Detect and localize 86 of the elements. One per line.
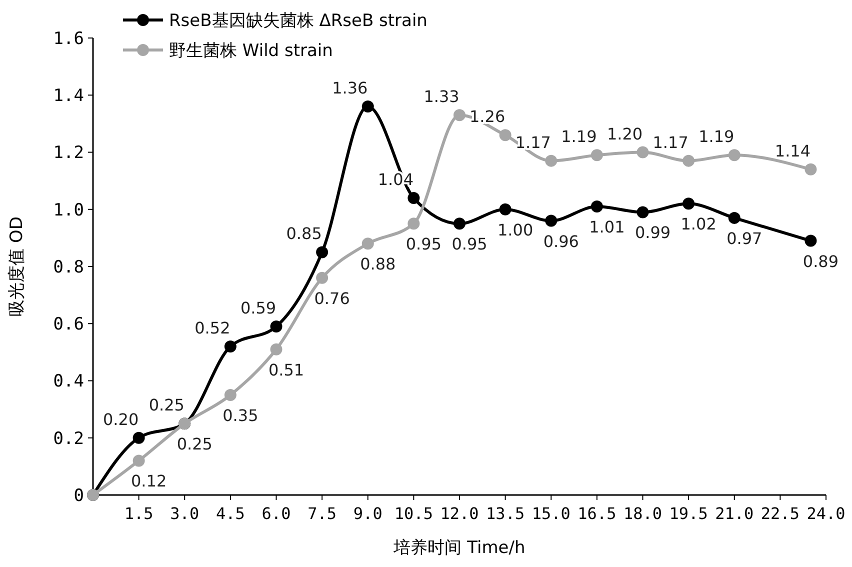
y-tick-label: 0.8 [53, 257, 84, 278]
point [454, 218, 466, 230]
point [804, 163, 817, 176]
point [270, 320, 282, 332]
data-label: 1.36 [332, 78, 368, 98]
data-label: 0.88 [360, 254, 396, 274]
x-tick-label: 15.0 [532, 504, 570, 523]
data-label: 0.85 [286, 224, 322, 244]
y-tick-label: 0.6 [53, 314, 84, 335]
data-label: 0.96 [543, 232, 579, 251]
point [728, 149, 740, 162]
point [728, 212, 740, 224]
x-tick-label: 6.0 [262, 504, 291, 523]
point [224, 340, 236, 352]
data-label: 0.35 [222, 406, 258, 426]
point [682, 154, 695, 167]
point [132, 454, 145, 467]
data-label: 1.33 [424, 87, 460, 106]
data-label: 1.17 [515, 132, 551, 152]
x-tick-label: 16.5 [578, 504, 616, 523]
data-label: 1.20 [606, 124, 643, 144]
data-label: 0.25 [148, 396, 184, 415]
point [454, 109, 466, 122]
x-tick-label: 10.5 [394, 504, 433, 523]
data-label: 0.20 [103, 410, 139, 429]
point [316, 272, 328, 284]
data-label: 0.95 [406, 234, 442, 254]
data-label: 0.59 [240, 298, 276, 318]
data-label: 0.89 [802, 252, 839, 271]
point [132, 432, 145, 444]
point [499, 129, 512, 142]
point [545, 154, 558, 167]
data-label: 1.02 [680, 214, 716, 234]
point [408, 192, 420, 204]
point [316, 246, 328, 258]
x-tick-label: 18.0 [623, 504, 662, 523]
point [499, 203, 512, 216]
x-tick-label: 13.5 [486, 504, 525, 523]
data-label: 0.25 [176, 434, 212, 454]
y-tick-label: 0.4 [53, 372, 84, 392]
point [362, 238, 374, 250]
point [804, 234, 817, 247]
x-axis-title: 培养时间 Time/h [392, 538, 526, 558]
data-label: 0.95 [452, 234, 488, 254]
point [408, 218, 420, 230]
data-label: 0.51 [268, 360, 304, 380]
point [270, 343, 282, 356]
data-label: 0.76 [314, 288, 350, 308]
x-tick-label: 22.5 [760, 504, 800, 523]
x-tick-label: 12.0 [440, 504, 479, 523]
x-tick-label: 1.5 [124, 504, 154, 523]
point [545, 214, 558, 227]
point [362, 100, 374, 113]
y-tick-label: 1.4 [53, 86, 84, 106]
data-label: 0.12 [131, 472, 167, 491]
data-label: 1.19 [561, 127, 597, 146]
point [636, 206, 649, 218]
x-tick-label: 4.5 [216, 504, 245, 523]
x-tick-label: 9.0 [353, 504, 382, 523]
y-tick-label: 0 [74, 486, 84, 506]
data-label: 0.97 [726, 228, 762, 248]
data-label: 0.99 [634, 223, 671, 242]
y-tick-label: 0.2 [53, 428, 84, 449]
data-label: 1.26 [470, 107, 506, 126]
data-label: 0.52 [194, 318, 230, 338]
point [224, 389, 236, 402]
x-tick-label: 24.0 [806, 504, 846, 523]
y-axis-title: 吸光度值 OD [7, 216, 27, 316]
data-label: 1.14 [774, 141, 811, 160]
y-tick-label: 1.0 [53, 200, 84, 220]
y-tick-label: 1.6 [53, 28, 84, 49]
point [636, 146, 649, 158]
data-label: 1.17 [652, 132, 688, 152]
data-label: 1.01 [589, 218, 625, 237]
legend-label: 野生菌株 Wild strain [169, 40, 333, 61]
point [682, 198, 695, 210]
x-tick-label: 21.0 [715, 504, 754, 523]
legend-label: RseB基因缺失菌株 ΔRseB strain [169, 10, 428, 31]
x-tick-label: 3.0 [170, 504, 200, 523]
y-tick-label: 1.2 [53, 143, 84, 164]
x-tick-label: 19.5 [669, 504, 708, 523]
point [590, 200, 603, 213]
point [590, 149, 603, 162]
data-label: 1.00 [498, 220, 534, 240]
data-label: 1.19 [698, 127, 734, 146]
x-tick-label: 7.5 [308, 504, 337, 523]
